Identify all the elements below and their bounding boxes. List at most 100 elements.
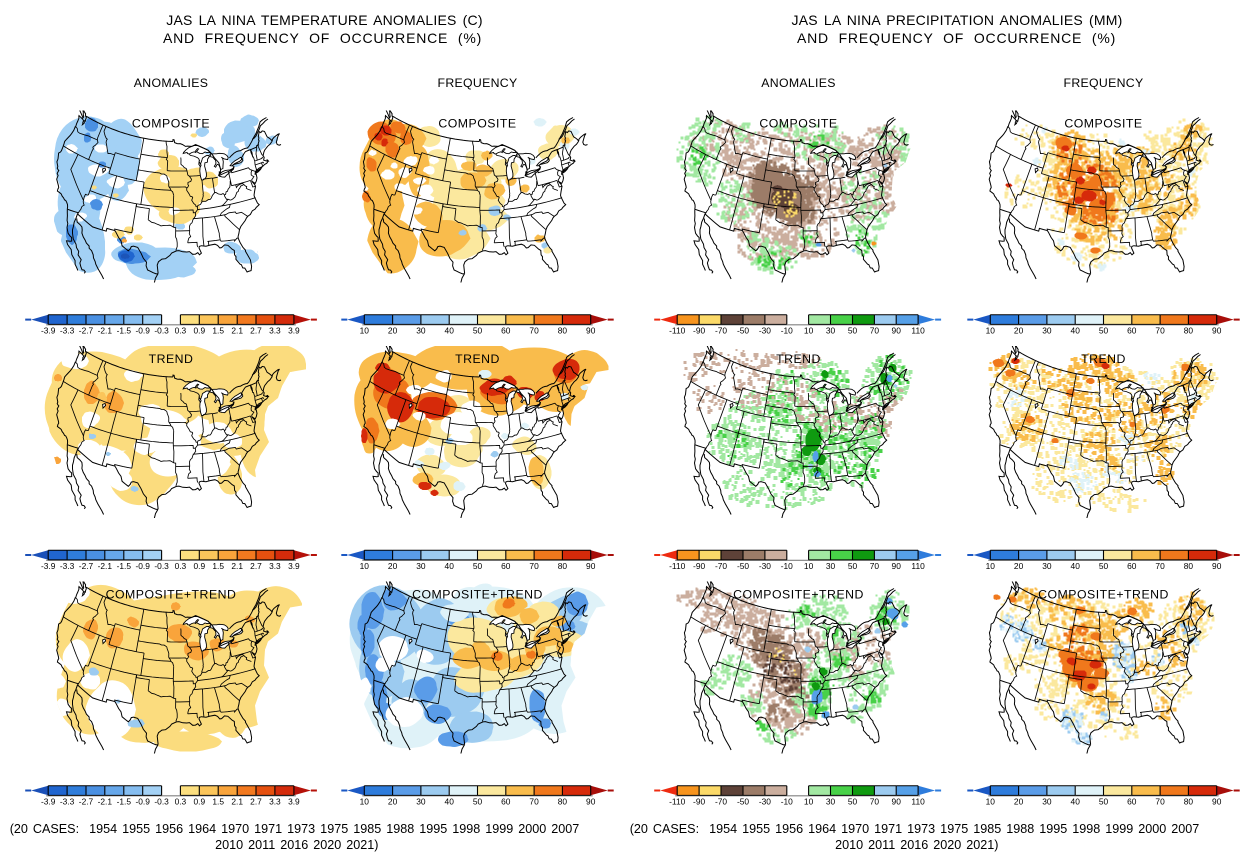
svg-text:60: 60 [501, 797, 511, 807]
svg-text:20: 20 [388, 561, 398, 571]
svg-text:30: 30 [826, 797, 836, 807]
svg-text:30: 30 [416, 797, 426, 807]
svg-text:-50: -50 [737, 326, 749, 336]
svg-text:ANOMALIES: ANOMALIES [134, 76, 208, 90]
svg-text:70: 70 [870, 561, 880, 571]
svg-text:3.9: 3.9 [288, 326, 300, 336]
svg-text:40: 40 [1071, 561, 1081, 571]
svg-text:70: 70 [529, 326, 539, 336]
svg-text:-30: -30 [759, 797, 771, 807]
svg-text:70: 70 [1155, 326, 1165, 336]
svg-text:AND FREQUENCY OF OCCURRENCE (%: AND FREQUENCY OF OCCURRENCE (%) [797, 30, 1116, 46]
svg-text:3.9: 3.9 [288, 561, 300, 571]
svg-text:10: 10 [986, 797, 996, 807]
svg-text:90: 90 [892, 326, 902, 336]
svg-text:40: 40 [1071, 797, 1081, 807]
svg-text:FREQUENCY: FREQUENCY [1064, 76, 1144, 90]
svg-text:90: 90 [892, 797, 902, 807]
svg-text:80: 80 [1184, 326, 1194, 336]
svg-text:30: 30 [1042, 561, 1052, 571]
svg-text:30: 30 [1042, 326, 1052, 336]
svg-text:COMPOSITE: COMPOSITE [1064, 116, 1142, 130]
svg-text:JAS LA NINA TEMPERATURE ANOMAL: JAS LA NINA TEMPERATURE ANOMALIES (C) [166, 12, 482, 28]
svg-text:90: 90 [586, 561, 596, 571]
svg-text:-70: -70 [715, 326, 727, 336]
svg-text:20: 20 [1014, 797, 1024, 807]
svg-text:70: 70 [529, 797, 539, 807]
svg-text:-3.9: -3.9 [41, 561, 56, 571]
svg-text:-0.3: -0.3 [154, 561, 169, 571]
svg-text:50: 50 [473, 797, 483, 807]
svg-text:-90: -90 [693, 561, 705, 571]
svg-text:(20 CASES: 1954 1955 1956 196: (20 CASES: 1954 1955 1956 1964 1970 1971… [630, 822, 1200, 836]
svg-text:60: 60 [501, 561, 511, 571]
svg-text:COMPOSITE+TREND: COMPOSITE+TREND [412, 587, 543, 601]
svg-text:-2.7: -2.7 [79, 561, 94, 571]
svg-text:80: 80 [1184, 797, 1194, 807]
svg-text:50: 50 [848, 797, 858, 807]
svg-text:40: 40 [445, 326, 455, 336]
svg-text:0.9: 0.9 [193, 561, 205, 571]
svg-text:40: 40 [445, 797, 455, 807]
svg-text:50: 50 [1099, 561, 1109, 571]
svg-text:2.1: 2.1 [231, 326, 243, 336]
svg-text:90: 90 [586, 797, 596, 807]
svg-text:20: 20 [388, 326, 398, 336]
svg-text:-2.1: -2.1 [98, 561, 113, 571]
svg-text:90: 90 [1212, 797, 1222, 807]
svg-text:10: 10 [804, 797, 814, 807]
svg-text:30: 30 [416, 561, 426, 571]
svg-text:80: 80 [558, 797, 568, 807]
svg-text:COMPOSITE+TREND: COMPOSITE+TREND [1038, 587, 1169, 601]
svg-text:70: 70 [1155, 561, 1165, 571]
svg-text:COMPOSITE: COMPOSITE [132, 116, 210, 130]
svg-text:-10: -10 [781, 797, 793, 807]
svg-text:COMPOSITE+TREND: COMPOSITE+TREND [106, 587, 237, 601]
svg-text:20: 20 [1014, 326, 1024, 336]
svg-text:20: 20 [388, 797, 398, 807]
svg-text:80: 80 [558, 561, 568, 571]
svg-text:50: 50 [473, 561, 483, 571]
svg-text:50: 50 [848, 326, 858, 336]
svg-text:0.3: 0.3 [175, 561, 187, 571]
svg-text:50: 50 [1099, 797, 1109, 807]
svg-text:30: 30 [826, 561, 836, 571]
svg-text:-50: -50 [737, 561, 749, 571]
svg-text:50: 50 [848, 561, 858, 571]
svg-text:-90: -90 [693, 326, 705, 336]
svg-text:-50: -50 [737, 797, 749, 807]
svg-text:0.3: 0.3 [175, 797, 187, 807]
svg-text:70: 70 [870, 326, 880, 336]
svg-text:2.7: 2.7 [250, 326, 262, 336]
svg-text:70: 70 [529, 561, 539, 571]
svg-text:TREND: TREND [776, 352, 821, 366]
svg-text:-0.9: -0.9 [135, 561, 150, 571]
svg-text:110: 110 [911, 797, 925, 807]
svg-text:-70: -70 [715, 797, 727, 807]
svg-text:2.7: 2.7 [250, 561, 262, 571]
svg-text:2.7: 2.7 [250, 797, 262, 807]
svg-text:2.1: 2.1 [231, 797, 243, 807]
svg-text:60: 60 [1127, 797, 1137, 807]
svg-text:0.9: 0.9 [193, 326, 205, 336]
svg-text:20: 20 [1014, 561, 1024, 571]
svg-text:0.9: 0.9 [193, 797, 205, 807]
svg-text:-10: -10 [781, 326, 793, 336]
svg-text:1.5: 1.5 [212, 326, 224, 336]
svg-text:-0.9: -0.9 [135, 797, 150, 807]
svg-text:30: 30 [826, 326, 836, 336]
svg-text:-0.3: -0.3 [154, 326, 169, 336]
svg-text:-30: -30 [759, 561, 771, 571]
svg-text:30: 30 [1042, 797, 1052, 807]
svg-text:-110: -110 [669, 561, 685, 571]
svg-text:COMPOSITE: COMPOSITE [759, 116, 837, 130]
svg-text:COMPOSITE: COMPOSITE [438, 116, 516, 130]
svg-text:-2.7: -2.7 [79, 326, 94, 336]
svg-text:110: 110 [911, 326, 925, 336]
svg-text:1.5: 1.5 [212, 561, 224, 571]
svg-text:90: 90 [586, 326, 596, 336]
svg-text:60: 60 [501, 326, 511, 336]
svg-text:ANOMALIES: ANOMALIES [761, 76, 835, 90]
svg-text:FREQUENCY: FREQUENCY [438, 76, 518, 90]
svg-text:-3.9: -3.9 [41, 326, 56, 336]
